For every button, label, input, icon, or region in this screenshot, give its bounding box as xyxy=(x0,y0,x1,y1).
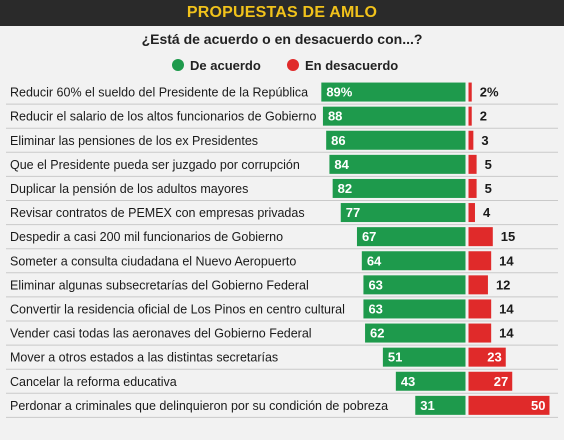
agree-value-label: 31 xyxy=(420,398,434,413)
agree-value-label: 63 xyxy=(368,301,382,316)
disagree-bar xyxy=(468,106,472,126)
agree-value-label: 64 xyxy=(367,253,382,268)
agree-bar xyxy=(340,203,466,223)
category-label: Revisar contratos de PEMEX con empresas … xyxy=(10,206,305,220)
category-label: Someter a consulta ciudadana el Nuevo Ae… xyxy=(10,254,296,268)
disagree-bar xyxy=(468,275,488,295)
category-label: Convertir la residencia oficial de Los P… xyxy=(10,302,345,316)
legend-agree-label: De acuerdo xyxy=(190,57,261,73)
category-label: Que el Presidente pueda ser juzgado por … xyxy=(10,158,300,172)
category-label: Eliminar las pensiones de los ex Preside… xyxy=(10,134,258,148)
agree-bar xyxy=(332,178,466,198)
disagree-value-label: 14 xyxy=(499,253,514,268)
disagree-value-label: 12 xyxy=(496,277,510,292)
category-label: Cancelar la reforma educativa xyxy=(10,375,177,389)
category-label: Despedir a casi 200 mil funcionarios de … xyxy=(10,230,283,244)
disagree-value-label: 27 xyxy=(494,374,508,389)
agree-bar xyxy=(363,299,466,319)
agree-value-label: 82 xyxy=(338,181,352,196)
disagree-bar xyxy=(468,82,472,102)
disagree-bar xyxy=(468,299,492,319)
agree-bar xyxy=(322,106,466,126)
agree-bar xyxy=(382,347,466,367)
agree-bar xyxy=(356,227,466,247)
agree-value-label: 84 xyxy=(334,157,349,172)
agree-value-label: 62 xyxy=(370,326,384,341)
chart-question: ¿Está de acuerdo o en desacuerdo con...? xyxy=(141,31,423,47)
agree-value-label: 88 xyxy=(328,109,342,124)
disagree-bar xyxy=(468,203,475,223)
agree-bar xyxy=(326,130,466,150)
title-bar xyxy=(0,0,564,26)
agree-value-label: 67 xyxy=(362,229,376,244)
legend-agree-swatch xyxy=(172,59,184,71)
agree-bar xyxy=(363,275,466,295)
category-label: Eliminar algunas subsecretarías del Gobi… xyxy=(10,278,309,292)
legend-disagree-swatch xyxy=(287,59,299,71)
disagree-value-label: 5 xyxy=(485,181,492,196)
disagree-value-label: 2% xyxy=(480,85,499,100)
agree-value-label: 63 xyxy=(368,277,382,292)
disagree-value-label: 3 xyxy=(481,133,488,148)
disagree-value-label: 15 xyxy=(501,229,515,244)
agree-bar xyxy=(415,395,466,415)
agree-value-label: 89% xyxy=(326,85,352,100)
disagree-bar xyxy=(468,347,506,367)
disagree-bar xyxy=(468,178,477,198)
disagree-bar xyxy=(468,323,492,343)
agree-bar xyxy=(365,323,466,343)
agree-bar xyxy=(329,154,466,174)
disagree-value-label: 14 xyxy=(499,301,514,316)
disagree-value-label: 4 xyxy=(483,205,491,220)
legend-disagree-label: En desacuerdo xyxy=(305,57,399,73)
disagree-bar xyxy=(468,227,493,247)
disagree-bar xyxy=(468,395,550,415)
disagree-bar xyxy=(468,251,492,271)
page-title: PROPUESTAS DE AMLO xyxy=(186,4,378,21)
agree-value-label: 43 xyxy=(401,374,415,389)
legend-disagree: En desacuerdo xyxy=(287,57,398,73)
agree-value-label: 51 xyxy=(388,350,402,365)
category-label: Mover a otros estados a las distintas se… xyxy=(10,351,278,365)
disagree-value-label: 5 xyxy=(485,157,492,172)
disagree-value-label: 50 xyxy=(531,398,545,413)
category-label: Reducir el salario de los altos funciona… xyxy=(10,110,316,124)
category-label: Duplicar la pensión de los adultos mayor… xyxy=(10,182,248,196)
category-label: Reducir 60% el sueldo del Presidente de … xyxy=(10,86,308,100)
category-label: Perdonar a criminales que delinquieron p… xyxy=(10,399,388,413)
disagree-bar xyxy=(468,371,513,391)
disagree-value-label: 14 xyxy=(499,326,514,341)
agree-bar xyxy=(395,371,466,391)
legend-agree: De acuerdo xyxy=(172,57,261,73)
agree-value-label: 77 xyxy=(346,205,360,220)
category-label: Vender casi todas las aeronaves del Gobi… xyxy=(10,327,312,341)
disagree-value-label: 2 xyxy=(480,109,487,124)
disagree-bar xyxy=(468,154,477,174)
agree-bar xyxy=(361,251,466,271)
agree-bar xyxy=(321,82,466,102)
disagree-bar xyxy=(468,130,474,150)
disagree-value-label: 23 xyxy=(487,350,501,365)
agree-value-label: 86 xyxy=(331,133,345,148)
